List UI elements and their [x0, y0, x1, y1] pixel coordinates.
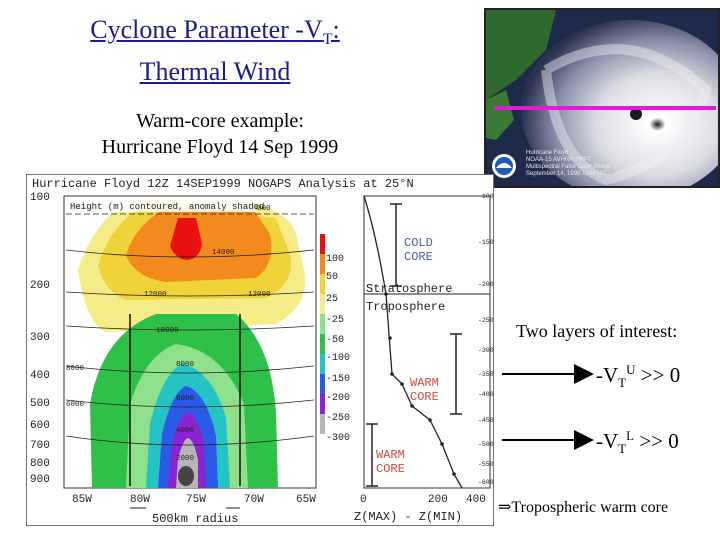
bottom-note-text: Tropospheric warm core: [511, 499, 669, 516]
title-line-1: Cyclone Parameter -VT:: [90, 15, 340, 49]
profile-right-ticks: -100 -150 -200 -250 -300 -350 -400 -450 …: [478, 193, 494, 486]
satellite-picture: [486, 10, 718, 186]
colorbar-label: -300: [326, 433, 350, 444]
profile-annotations: COLD CORE Stratosphere Troposphere WARM …: [366, 236, 452, 476]
height-label: 12000: [144, 291, 167, 299]
longitude-tick: 75W: [186, 494, 206, 506]
colorbar-label: 100: [326, 254, 344, 265]
pressure-axis: 100 200 300 400 500 600 700 800 900: [30, 192, 50, 486]
upper-warm-core-label: WARM: [410, 376, 439, 390]
height-label: 14000: [212, 249, 235, 257]
colorbar-label: 50: [326, 272, 338, 283]
colorbar-label: -25: [326, 315, 344, 326]
colorbar-label: 25: [326, 294, 338, 305]
profile-panel: [363, 195, 491, 489]
subtitle-line-1: Warm-core example:: [136, 110, 304, 132]
radius-caption: 500km radius: [152, 512, 238, 526]
cross-section-panel: [63, 195, 317, 489]
height-label: 16000: [248, 205, 271, 213]
lower-warm-core-label: WARM: [376, 448, 405, 462]
height-label: 8000: [176, 361, 195, 369]
layer-arrows: [502, 364, 594, 450]
profile-right-tick: -550: [478, 461, 494, 468]
analysis-legend: Height (m) contoured, anomaly shaded: [70, 202, 264, 212]
title-line-2: Thermal Wind: [139, 57, 291, 87]
profile-right-tick: -400: [478, 391, 494, 398]
pressure-tick: 200: [30, 280, 50, 292]
profile-right-tick: -450: [478, 417, 494, 424]
height-label: 12000: [248, 291, 271, 299]
colorbar-label: -200: [326, 393, 350, 404]
pressure-tick: 100: [30, 192, 50, 204]
vt-lower-expression: -VTL >> 0: [596, 428, 679, 457]
colorbar-label: -100: [326, 353, 350, 364]
cold-core-label: COLD: [404, 236, 433, 250]
profile-right-tick: -500: [478, 441, 494, 448]
vt-upper-expression: -VTU >> 0: [596, 362, 681, 391]
pressure-tick: 800: [30, 458, 50, 470]
profile-x-caption: Z(MAX) - Z(MIN): [354, 510, 462, 524]
profile-right-tick: -350: [478, 371, 494, 378]
colorbar-labels: 100 50 25 -25 -50 -100 -150 -200 -250 -3…: [326, 254, 350, 444]
hurricane-satellite-image: Hurricane Floyd NOAA-15 AVHRR HRPT Multi…: [484, 8, 720, 188]
pressure-tick: 400: [30, 370, 50, 382]
profile-right-tick: -250: [478, 317, 494, 324]
profile-right-tick: -100: [478, 193, 494, 200]
profile-right-tick: -150: [478, 239, 494, 246]
profile-tick: 200: [428, 494, 448, 506]
subtitle: Warm-core example: Hurricane Floyd 14 Se…: [60, 108, 380, 160]
pressure-tick: 500: [30, 398, 50, 410]
height-label: 10000: [156, 327, 179, 335]
colorbar-label: -50: [326, 335, 344, 346]
analysis-header: Hurricane Floyd 12Z 14SEP1999 NOGAPS Ana…: [32, 177, 414, 191]
height-contour-labels: 16000 16000 14000 12000 12000 10000 8000…: [66, 205, 271, 463]
height-label: 6000: [66, 401, 85, 409]
height-label: 8000: [66, 365, 85, 373]
longitude-tick: 65W: [296, 494, 316, 506]
stratosphere-label: Stratosphere: [366, 282, 452, 296]
longitude-tick: 70W: [244, 494, 264, 506]
pressure-tick: 700: [30, 440, 50, 452]
longitude-axis: 85W 80W 75W 70W 65W: [72, 494, 316, 506]
height-label: 2000: [176, 455, 195, 463]
profile-right-tick: -300: [478, 347, 494, 354]
photo-caption: Hurricane Floyd NOAA-15 AVHRR HRPT Multi…: [526, 150, 611, 177]
two-layers-label: Two layers of interest:: [500, 316, 720, 346]
bottom-note: ⇒Tropospheric warm core: [498, 496, 668, 520]
slide-title: Cyclone Parameter -VT: Thermal Wind: [20, 14, 410, 88]
pressure-tick: 300: [30, 332, 50, 344]
colorbar: [320, 234, 325, 434]
troposphere-label: Troposphere: [366, 300, 445, 314]
anomaly-red: [170, 218, 202, 260]
pressure-tick: 600: [30, 420, 50, 432]
thermal-wind-analysis-figure: Hurricane Floyd 12Z 14SEP1999 NOGAPS Ana…: [26, 174, 494, 526]
thickness-profile-line: [363, 195, 463, 489]
cold-core-label: CORE: [404, 250, 433, 264]
profile-right-tick: -600: [478, 479, 494, 486]
profile-tick: 400: [466, 494, 486, 506]
longitude-tick: 85W: [72, 494, 92, 506]
height-label: 4000: [176, 427, 195, 435]
colorbar-label: -250: [326, 413, 350, 424]
subtitle-line-2: Hurricane Floyd 14 Sep 1999: [101, 136, 339, 158]
height-label: 6000: [176, 395, 195, 403]
lower-warm-core-label: CORE: [376, 462, 405, 476]
storm-center-marker: [178, 466, 194, 486]
longitude-tick: 80W: [130, 494, 150, 506]
pressure-tick: 900: [30, 474, 50, 486]
colorbar-label: -150: [326, 374, 350, 385]
upper-warm-core-label: CORE: [410, 390, 439, 404]
profile-right-tick: -200: [478, 281, 494, 288]
profile-x-axis: 0 200 400: [360, 494, 486, 506]
implies-symbol: ⇒: [498, 499, 512, 516]
profile-tick: 0: [360, 494, 367, 506]
